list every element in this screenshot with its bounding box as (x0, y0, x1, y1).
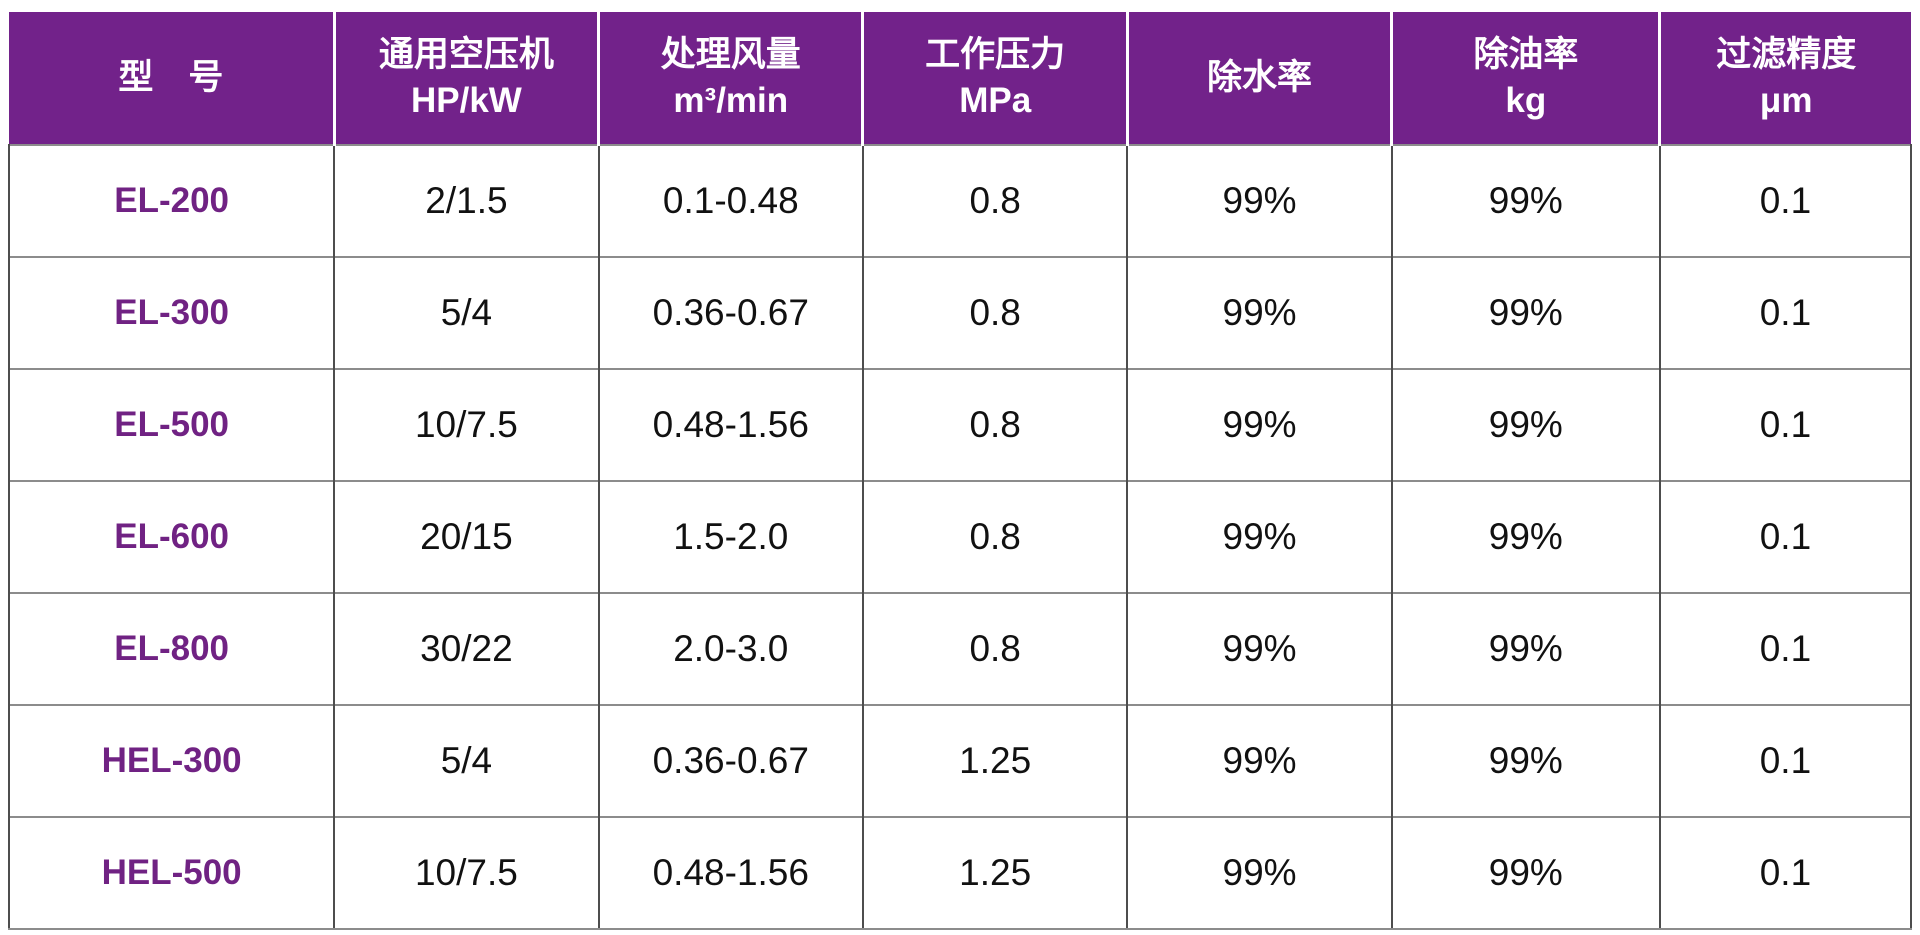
column-header-unit: MPa (959, 81, 1032, 120)
column-header: 处理风量 m³/min (598, 12, 865, 145)
value-cell: 1.25 (861, 704, 1129, 817)
column-header-unit: HP/kW (410, 81, 522, 120)
model-cell: HEL-300 (7, 704, 336, 817)
value-cell: 5/4 (333, 704, 600, 817)
value-cell: 0.1 (1658, 816, 1913, 930)
spec-table-container: 型 号 通用空压机 HP/kW 处理风量 m³/min 工作压力 MPa 除水率 除油率 kg 过滤… (7, 12, 1913, 930)
value-cell: 0.1 (1658, 480, 1913, 593)
value-cell: 0.8 (861, 480, 1129, 593)
column-header: 工作压力 MPa (862, 12, 1129, 145)
model-cell: EL-800 (7, 592, 336, 705)
spec-table: 型 号 通用空压机 HP/kW 处理风量 m³/min 工作压力 MPa 除水率 除油率 kg 过滤… (7, 12, 1913, 930)
value-cell: 0.36-0.67 (597, 704, 864, 817)
value-cell: 10/7.5 (333, 816, 600, 930)
column-header-unit: μm (1759, 81, 1813, 120)
model-cell: HEL-500 (7, 816, 336, 930)
value-cell: 99% (1126, 592, 1393, 705)
value-cell: 99% (1390, 368, 1661, 481)
column-header-unit: m³/min (673, 81, 789, 120)
table-row: HEL-500 10/7.5 0.48-1.56 1.25 99% 99% 0.1 (7, 816, 1913, 930)
column-header-label: 除油率 (1473, 34, 1579, 74)
value-cell: 99% (1126, 368, 1393, 481)
table-row: EL-600 20/15 1.5-2.0 0.8 99% 99% 0.1 (7, 480, 1913, 593)
column-header-label: 通用空压机 (378, 34, 554, 74)
value-cell: 99% (1390, 816, 1661, 930)
value-cell: 0.8 (861, 144, 1129, 257)
value-cell: 0.48-1.56 (597, 816, 864, 930)
column-header-label: 工作压力 (925, 34, 1066, 74)
model-cell: EL-600 (7, 480, 336, 593)
value-cell: 0.36-0.67 (597, 256, 864, 369)
header-row: 型 号 通用空压机 HP/kW 处理风量 m³/min 工作压力 MPa 除水率 除油率 kg 过滤… (9, 12, 1911, 145)
value-cell: 99% (1390, 480, 1661, 593)
value-cell: 5/4 (333, 256, 600, 369)
column-header: 通用空压机 HP/kW (334, 12, 601, 145)
value-cell: 99% (1126, 816, 1393, 930)
value-cell: 0.1 (1658, 704, 1913, 817)
column-header: 除油率 kg (1391, 12, 1662, 145)
value-cell: 30/22 (333, 592, 600, 705)
column-header-unit: kg (1505, 81, 1547, 120)
table-body: EL-200 2/1.5 0.1-0.48 0.8 99% 99% 0.1 EL-300 5/4… (7, 144, 1913, 930)
value-cell: 0.1-0.48 (597, 144, 864, 257)
table-row: EL-300 5/4 0.36-0.67 0.8 99% 99% 0.1 (7, 256, 1913, 369)
value-cell: 20/15 (333, 480, 600, 593)
value-cell: 99% (1126, 256, 1393, 369)
value-cell: 0.1 (1658, 368, 1913, 481)
model-cell: EL-300 (7, 256, 336, 369)
value-cell: 99% (1126, 704, 1393, 817)
value-cell: 0.8 (861, 368, 1129, 481)
column-header: 过滤精度 μm (1659, 12, 1911, 145)
column-header-label: 型 号 (118, 57, 224, 97)
column-header-label: 过滤精度 (1716, 34, 1857, 74)
value-cell: 0.1 (1658, 144, 1913, 257)
value-cell: 99% (1390, 704, 1661, 817)
value-cell: 0.48-1.56 (597, 368, 864, 481)
value-cell: 99% (1390, 144, 1661, 257)
column-header: 型 号 (9, 12, 336, 145)
column-header-label: 除水率 (1207, 57, 1313, 97)
value-cell: 2/1.5 (333, 144, 600, 257)
value-cell: 99% (1390, 592, 1661, 705)
value-cell: 1.5-2.0 (597, 480, 864, 593)
value-cell: 2.0-3.0 (597, 592, 864, 705)
column-header: 除水率 (1127, 12, 1394, 145)
table-row: EL-500 10/7.5 0.48-1.56 0.8 99% 99% 0.1 (7, 368, 1913, 481)
table-row: EL-800 30/22 2.0-3.0 0.8 99% 99% 0.1 (7, 592, 1913, 705)
value-cell: 10/7.5 (333, 368, 600, 481)
table-row: HEL-300 5/4 0.36-0.67 1.25 99% 99% 0.1 (7, 704, 1913, 817)
value-cell: 0.8 (861, 256, 1129, 369)
column-header-label: 处理风量 (660, 34, 801, 74)
table-row: EL-200 2/1.5 0.1-0.48 0.8 99% 99% 0.1 (7, 144, 1913, 257)
value-cell: 99% (1126, 480, 1393, 593)
value-cell: 1.25 (861, 816, 1129, 930)
model-cell: EL-500 (7, 368, 336, 481)
model-cell: EL-200 (7, 144, 336, 257)
value-cell: 99% (1126, 144, 1393, 257)
value-cell: 99% (1390, 256, 1661, 369)
value-cell: 0.8 (861, 592, 1129, 705)
value-cell: 0.1 (1658, 256, 1913, 369)
value-cell: 0.1 (1658, 592, 1913, 705)
